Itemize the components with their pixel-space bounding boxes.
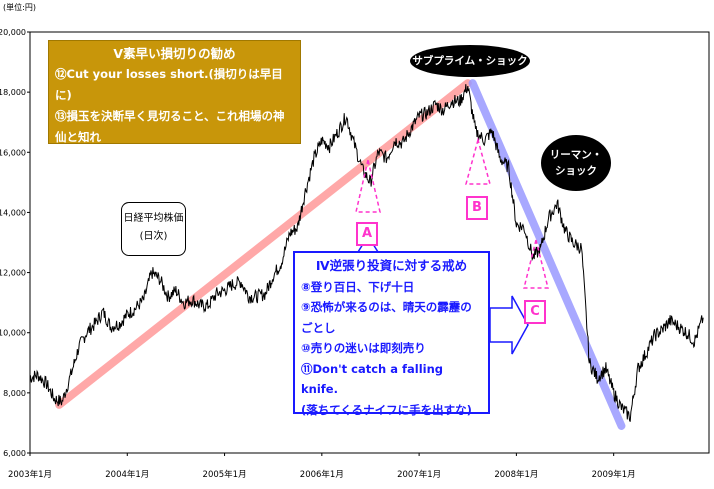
y-tick-label: 16,000 bbox=[0, 148, 26, 157]
plot-frame bbox=[29, 31, 710, 454]
dip-guide-triangle bbox=[523, 239, 549, 289]
lehman-line: ショック bbox=[555, 165, 597, 177]
nikkei-series-line bbox=[29, 84, 704, 422]
box5-line: ⑭素人は買い、玄人は売り bbox=[55, 151, 193, 165]
series-label-box: 日経平均株価 (日次) bbox=[121, 202, 186, 256]
y-tick-label: 8,000 bbox=[3, 389, 26, 398]
lehman-shock-label: リーマン・ ショック bbox=[541, 135, 611, 191]
x-tick-label: 2008年1月 bbox=[494, 469, 538, 480]
chart-axes: 6,000 8,000 10,000 12,000 14,000 16,000 18,000… bbox=[0, 28, 710, 480]
y-tick-label: 20,000 bbox=[0, 28, 26, 37]
y-tick-label: 18,000 bbox=[0, 88, 26, 97]
contrarian-warning-box: Ⅳ逆張り投資に対する戒め ⑧登り百日、下げ十日 ⑨恐怖が来るのは、晴天の霹靂のご… bbox=[293, 251, 490, 417]
callout-arrow-right bbox=[489, 295, 529, 355]
x-tick-label: 2006年1月 bbox=[300, 469, 344, 480]
dip-guide-triangle bbox=[355, 159, 381, 213]
mark-c: C bbox=[524, 300, 546, 324]
mark-b: B bbox=[466, 196, 488, 220]
x-tick-label: 2005年1月 bbox=[203, 469, 247, 480]
x-tick-label: 2007年1月 bbox=[397, 469, 441, 480]
y-tick-label: 6,000 bbox=[3, 449, 26, 458]
y-tick-label: 14,000 bbox=[0, 208, 26, 217]
box4-line: ⑧登り百日、下げ十日 bbox=[301, 279, 415, 294]
loss-cut-advice-box: Ⅴ素早い損切りの勧め ⑫Cut your losses short.(損切りは早… bbox=[48, 40, 301, 165]
dip-guides bbox=[355, 137, 549, 289]
mark-a: A bbox=[356, 222, 378, 246]
box4-line: (落ちてくるナイフに手を出すな) bbox=[301, 402, 472, 417]
x-tick-label: 2004年1月 bbox=[105, 469, 149, 480]
series-name: 日経平均株価 bbox=[123, 213, 184, 224]
lehman-line: リーマン・ bbox=[549, 149, 603, 161]
subprime-shock-label: サブプライム・ショック bbox=[410, 45, 530, 77]
box4-line: ⑩売りの迷いは即刻売り bbox=[301, 341, 426, 355]
y-tick-label: 10,000 bbox=[0, 329, 26, 338]
up-trend-line bbox=[55, 79, 472, 409]
series-frequency: (日次) bbox=[139, 231, 168, 242]
box5-line: ⑫Cut your losses short.(損切りは早目に) bbox=[55, 67, 283, 102]
y-tick-label: 12,000 bbox=[0, 269, 26, 278]
box5-title: Ⅴ素早い損切りの勧め bbox=[113, 46, 236, 61]
dip-guide-triangle bbox=[465, 137, 491, 185]
x-tick-label: 2003年1月 bbox=[8, 469, 52, 480]
x-tick-label: 2009年1月 bbox=[592, 469, 636, 480]
box4-line: ⑨恐怖が来るのは、晴天の霹靂のごとし bbox=[301, 300, 472, 335]
unit-label: (単位:円) bbox=[3, 3, 36, 12]
box4-line: ⑪Don't catch a falling knife. bbox=[301, 361, 444, 397]
box5-line: ⑬損玉を決断早く見切ること、これ相場の神仙と知れ bbox=[55, 109, 285, 144]
box4-title: Ⅳ逆張り投資に対する戒め bbox=[315, 258, 468, 273]
trend-arrows bbox=[55, 79, 626, 430]
down-trend-line bbox=[468, 79, 626, 430]
